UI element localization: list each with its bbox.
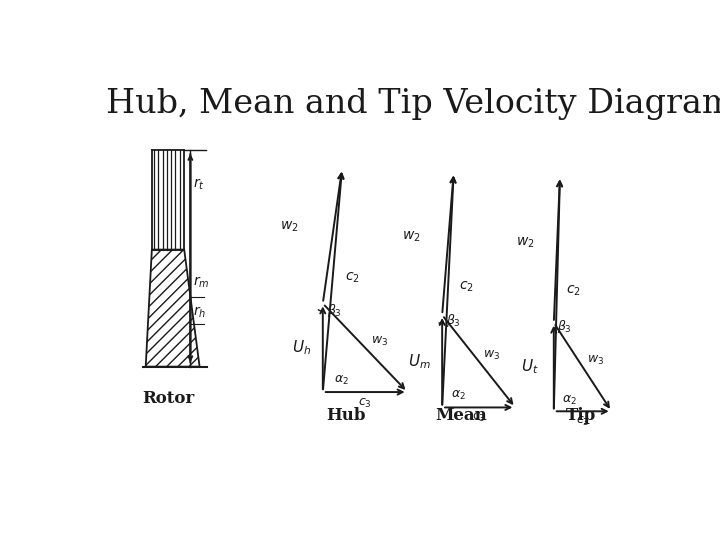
Text: Hub, Mean and Tip Velocity Diagrams: Hub, Mean and Tip Velocity Diagrams <box>106 88 720 120</box>
Text: $c_2$: $c_2$ <box>459 280 474 294</box>
Text: $U_m$: $U_m$ <box>408 352 431 370</box>
Text: $\alpha_2$: $\alpha_2$ <box>451 389 467 402</box>
Text: $\alpha_2$: $\alpha_2$ <box>333 374 348 387</box>
Text: $\beta_3$: $\beta_3$ <box>328 302 342 319</box>
Text: $\beta_3$: $\beta_3$ <box>446 312 461 329</box>
Polygon shape <box>145 249 199 367</box>
Text: Tip: Tip <box>566 408 596 424</box>
Text: $w_2$: $w_2$ <box>402 230 420 245</box>
Text: $w_2$: $w_2$ <box>279 220 298 234</box>
Text: $r_m$: $r_m$ <box>193 275 210 291</box>
Text: $U_h$: $U_h$ <box>292 339 311 357</box>
Text: $\beta_3$: $\beta_3$ <box>557 319 572 335</box>
Text: $c_3$: $c_3$ <box>576 415 590 428</box>
Text: $w_2$: $w_2$ <box>516 236 534 250</box>
Text: $c_3$: $c_3$ <box>472 411 485 424</box>
Text: $U_t$: $U_t$ <box>521 357 539 376</box>
Text: $r_t$: $r_t$ <box>193 177 204 192</box>
Text: Hub: Hub <box>326 408 366 424</box>
Text: $r_h$: $r_h$ <box>193 304 206 320</box>
Text: Rotor: Rotor <box>143 390 195 407</box>
Text: $w_3$: $w_3$ <box>483 348 500 361</box>
Text: $c_2$: $c_2$ <box>345 271 359 285</box>
Text: $w_3$: $w_3$ <box>372 335 388 348</box>
Text: $c_3$: $c_3$ <box>359 397 372 410</box>
Text: $w_3$: $w_3$ <box>587 354 603 367</box>
Text: $c_2$: $c_2$ <box>566 284 581 298</box>
Text: $\alpha_2$: $\alpha_2$ <box>562 394 576 407</box>
Text: Mean: Mean <box>436 408 487 424</box>
